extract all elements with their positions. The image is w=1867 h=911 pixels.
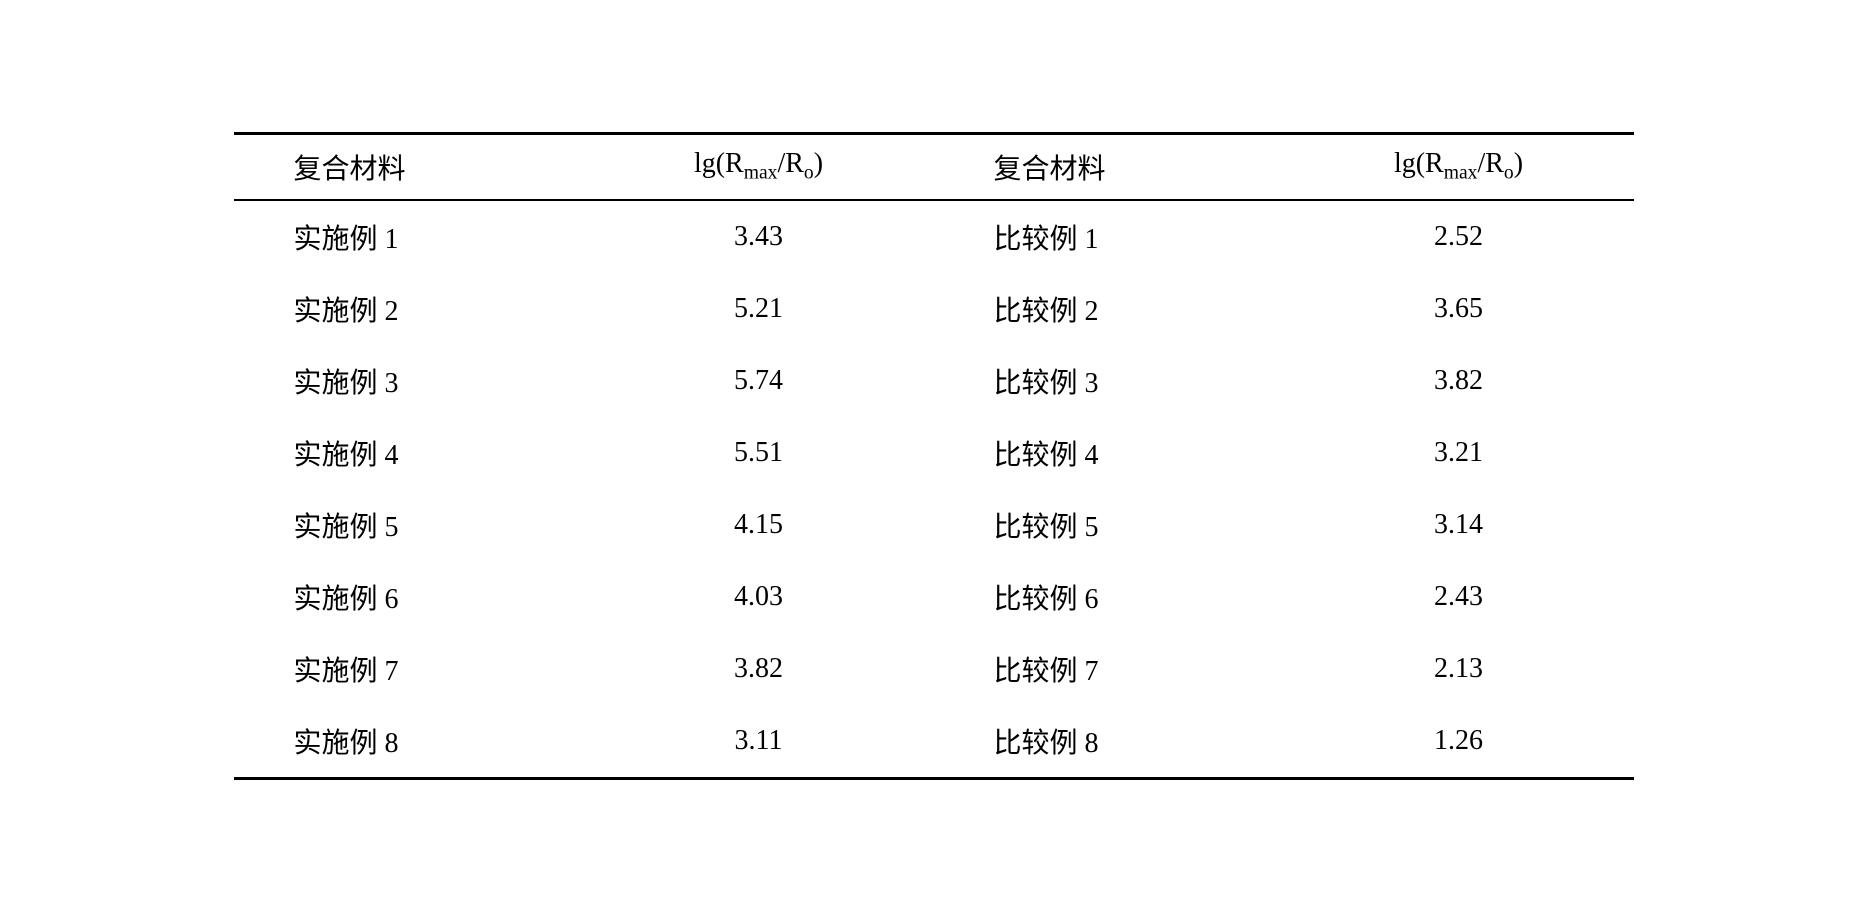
cell-c3: 比较例 6	[934, 561, 1284, 633]
table-row: 实施例 1 3.43 比较例 1 2.52	[234, 200, 1634, 273]
cell-c4: 3.14	[1284, 489, 1634, 561]
header-ratio-sub2: o	[804, 163, 814, 184]
header-ratio-prefix: lg(R	[694, 148, 744, 179]
cell-c4: 2.52	[1284, 200, 1634, 273]
cell-c1: 实施例 7	[234, 633, 584, 705]
cell-c4: 2.13	[1284, 633, 1634, 705]
header-ratio-suffix-2: )	[1514, 148, 1523, 179]
cell-c3: 比较例 3	[934, 345, 1284, 417]
table-row: 实施例 2 5.21 比较例 2 3.65	[234, 273, 1634, 345]
cell-c4: 3.65	[1284, 273, 1634, 345]
cell-c3: 比较例 1	[934, 200, 1284, 273]
cell-c3: 比较例 7	[934, 633, 1284, 705]
cell-c4: 1.26	[1284, 705, 1634, 779]
header-col-3: 复合材料	[934, 133, 1284, 200]
cell-c2: 4.15	[584, 489, 934, 561]
header-col-4: lg(Rmax/Ro)	[1284, 133, 1634, 200]
table-row: 实施例 7 3.82 比较例 7 2.13	[234, 633, 1634, 705]
cell-c2: 5.51	[584, 417, 934, 489]
cell-c2: 3.82	[584, 633, 934, 705]
table-row: 实施例 8 3.11 比较例 8 1.26	[234, 705, 1634, 779]
header-ratio-sub1: max	[744, 163, 778, 184]
header-ratio-sub2-2: o	[1504, 163, 1514, 184]
header-ratio-mid: /R	[777, 148, 803, 179]
cell-c1: 实施例 2	[234, 273, 584, 345]
table-row: 实施例 6 4.03 比较例 6 2.43	[234, 561, 1634, 633]
header-ratio-suffix: )	[814, 148, 823, 179]
cell-c2: 4.03	[584, 561, 934, 633]
cell-c3: 比较例 5	[934, 489, 1284, 561]
header-ratio-mid-2: /R	[1477, 148, 1503, 179]
cell-c3: 比较例 4	[934, 417, 1284, 489]
header-col-1: 复合材料	[234, 133, 584, 200]
cell-c1: 实施例 4	[234, 417, 584, 489]
cell-c1: 实施例 5	[234, 489, 584, 561]
cell-c1: 实施例 1	[234, 200, 584, 273]
cell-c4: 3.21	[1284, 417, 1634, 489]
table-header-row: 复合材料 lg(Rmax/Ro) 复合材料 lg(Rmax/Ro)	[234, 133, 1634, 200]
table-body: 实施例 1 3.43 比较例 1 2.52 实施例 2 5.21 比较例 2 3…	[234, 200, 1634, 779]
cell-c2: 5.74	[584, 345, 934, 417]
table-row: 实施例 4 5.51 比较例 4 3.21	[234, 417, 1634, 489]
table-row: 实施例 3 5.74 比较例 3 3.82	[234, 345, 1634, 417]
cell-c4: 3.82	[1284, 345, 1634, 417]
data-table: 复合材料 lg(Rmax/Ro) 复合材料 lg(Rmax/Ro) 实施例 1 …	[234, 132, 1634, 780]
table-row: 实施例 5 4.15 比较例 5 3.14	[234, 489, 1634, 561]
cell-c2: 3.43	[584, 200, 934, 273]
cell-c1: 实施例 6	[234, 561, 584, 633]
cell-c1: 实施例 8	[234, 705, 584, 779]
cell-c3: 比较例 2	[934, 273, 1284, 345]
cell-c2: 3.11	[584, 705, 934, 779]
cell-c1: 实施例 3	[234, 345, 584, 417]
header-ratio-sub1-2: max	[1444, 163, 1478, 184]
cell-c3: 比较例 8	[934, 705, 1284, 779]
header-col-2: lg(Rmax/Ro)	[584, 133, 934, 200]
cell-c4: 2.43	[1284, 561, 1634, 633]
table-container: 复合材料 lg(Rmax/Ro) 复合材料 lg(Rmax/Ro) 实施例 1 …	[234, 132, 1634, 780]
cell-c2: 5.21	[584, 273, 934, 345]
header-ratio-prefix-2: lg(R	[1394, 148, 1444, 179]
